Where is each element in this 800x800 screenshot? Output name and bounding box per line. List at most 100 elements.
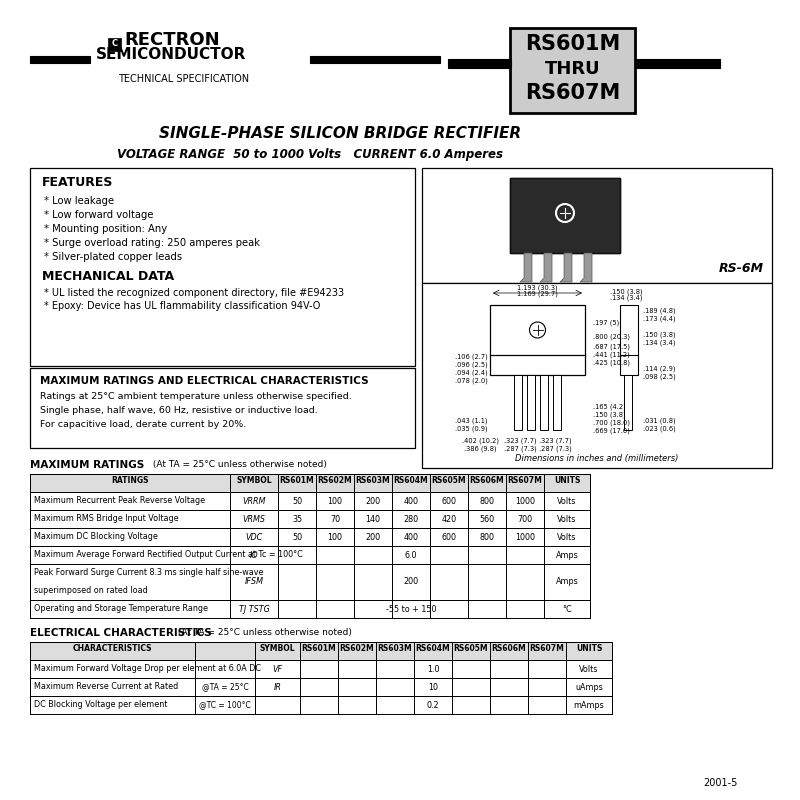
Bar	[30, 546, 590, 564]
Text: MAXIMUM RATINGS: MAXIMUM RATINGS	[30, 460, 144, 470]
Bar	[527, 375, 535, 430]
Polygon shape	[560, 253, 572, 282]
Text: * Surge overload rating: 250 amperes peak: * Surge overload rating: 250 amperes pea…	[44, 238, 260, 248]
Text: 10: 10	[428, 682, 438, 691]
Bar	[30, 660, 612, 678]
Text: .173 (4.4): .173 (4.4)	[643, 315, 676, 322]
Text: 700: 700	[518, 514, 533, 523]
Text: Maximum Recurrent Peak Reverse Voltage: Maximum Recurrent Peak Reverse Voltage	[34, 496, 205, 505]
Text: TECHNICAL SPECIFICATION: TECHNICAL SPECIFICATION	[118, 74, 249, 84]
Text: 6.0: 6.0	[405, 550, 418, 559]
Text: .800 (20.3): .800 (20.3)	[593, 333, 630, 339]
Bar	[510, 28, 635, 113]
Text: 140: 140	[366, 514, 381, 523]
Bar	[510, 178, 620, 253]
Text: .687 (17.5): .687 (17.5)	[593, 343, 630, 350]
Polygon shape	[510, 178, 525, 193]
Text: Single phase, half wave, 60 Hz, resistive or inductive load.: Single phase, half wave, 60 Hz, resistiv…	[40, 406, 318, 415]
Text: -55 to + 150: -55 to + 150	[386, 605, 436, 614]
Text: C: C	[111, 39, 118, 48]
Text: .078 (2.0): .078 (2.0)	[455, 377, 488, 383]
Text: Volts: Volts	[558, 514, 577, 523]
Text: .098 (2.5): .098 (2.5)	[643, 373, 676, 379]
Text: .287 (7.3): .287 (7.3)	[504, 445, 536, 451]
Text: .425 (10.8): .425 (10.8)	[593, 360, 630, 366]
Text: ELECTRICAL CHARACTERISTICS: ELECTRICAL CHARACTERISTICS	[30, 628, 212, 638]
Text: .150 (3.8): .150 (3.8)	[593, 411, 626, 418]
Text: 1.0: 1.0	[426, 665, 439, 674]
Text: .669 (17.0): .669 (17.0)	[593, 427, 630, 434]
Text: RS606M: RS606M	[470, 476, 504, 485]
Text: .700 (18.0): .700 (18.0)	[593, 419, 630, 426]
Text: RS601M: RS601M	[302, 644, 336, 653]
Text: RATINGS: RATINGS	[111, 476, 149, 485]
Text: RS605M: RS605M	[454, 644, 488, 653]
Bar	[553, 375, 561, 430]
Text: RS601M: RS601M	[280, 476, 314, 485]
Text: RS604M: RS604M	[416, 644, 450, 653]
Text: DC Blocking Voltage per element: DC Blocking Voltage per element	[34, 700, 167, 709]
Text: RS601M: RS601M	[525, 34, 620, 54]
Text: RECTRON: RECTRON	[124, 31, 220, 49]
Text: MAXIMUM RATINGS AND ELECTRICAL CHARACTERISTICS: MAXIMUM RATINGS AND ELECTRICAL CHARACTER…	[40, 376, 369, 386]
Polygon shape	[520, 253, 532, 282]
Text: .134 (3.4): .134 (3.4)	[610, 294, 642, 301]
Text: .043 (1.1): .043 (1.1)	[455, 418, 487, 425]
Text: (At TA = 25°C unless otherwise noted): (At TA = 25°C unless otherwise noted)	[150, 460, 327, 469]
Bar	[30, 600, 590, 618]
Text: .096 (2.5): .096 (2.5)	[455, 361, 488, 367]
Text: .031 (0.8): .031 (0.8)	[643, 418, 676, 425]
Text: .402 (10.2): .402 (10.2)	[462, 437, 498, 443]
Text: IO: IO	[250, 550, 258, 559]
Text: VRRM: VRRM	[242, 497, 266, 506]
Text: @TA = 25°C: @TA = 25°C	[202, 682, 248, 691]
Text: .023 (0.6): .023 (0.6)	[643, 426, 676, 433]
Text: .386 (9.8): .386 (9.8)	[464, 445, 496, 451]
Bar	[624, 375, 632, 430]
Text: IFSM: IFSM	[245, 578, 263, 586]
Text: RS602M: RS602M	[340, 644, 374, 653]
Bar	[310, 56, 440, 63]
Text: Amps: Amps	[556, 578, 578, 586]
Bar	[30, 678, 612, 696]
Bar	[635, 59, 720, 68]
Text: 1.169 (29.7): 1.169 (29.7)	[517, 290, 558, 297]
Text: RS605M: RS605M	[432, 476, 466, 485]
Text: .134 (3.4): .134 (3.4)	[643, 339, 675, 346]
Text: RS607M: RS607M	[530, 644, 565, 653]
Text: °C: °C	[562, 605, 572, 614]
Text: 200: 200	[366, 533, 381, 542]
Text: @TC = 100°C: @TC = 100°C	[199, 701, 251, 710]
Circle shape	[530, 322, 546, 338]
Polygon shape	[580, 253, 592, 282]
Text: 800: 800	[479, 533, 494, 542]
Bar	[30, 492, 590, 510]
Bar	[30, 56, 90, 63]
Text: RS603M: RS603M	[378, 644, 412, 653]
Text: .114 (2.9): .114 (2.9)	[643, 365, 675, 371]
Text: 600: 600	[442, 533, 457, 542]
Text: 420: 420	[442, 514, 457, 523]
Bar	[510, 178, 620, 253]
Text: Amps: Amps	[556, 550, 578, 559]
Text: superimposed on rated load: superimposed on rated load	[34, 586, 148, 595]
Text: uAmps: uAmps	[575, 682, 603, 691]
Text: (At TA = 25°C unless otherwise noted): (At TA = 25°C unless otherwise noted)	[175, 628, 352, 637]
Text: VF: VF	[273, 665, 282, 674]
Text: 50: 50	[292, 533, 302, 542]
Text: 100: 100	[327, 533, 342, 542]
Text: .035 (0.9): .035 (0.9)	[455, 426, 488, 433]
Text: Ratings at 25°C ambient temperature unless otherwise specified.: Ratings at 25°C ambient temperature unle…	[40, 392, 352, 401]
Text: SYMBOL: SYMBOL	[236, 476, 272, 485]
Text: FEATURES: FEATURES	[42, 176, 114, 189]
Text: .441 (11.2): .441 (11.2)	[593, 352, 630, 358]
Polygon shape	[605, 178, 620, 193]
Text: 560: 560	[479, 514, 494, 523]
Bar	[540, 375, 548, 430]
Text: 2001-5: 2001-5	[703, 778, 737, 788]
Bar	[30, 474, 590, 492]
Text: SINGLE-PHASE SILICON BRIDGE RECTIFIER: SINGLE-PHASE SILICON BRIDGE RECTIFIER	[159, 126, 521, 141]
Text: Volts: Volts	[558, 533, 577, 542]
Text: Maximum Forward Voltage Drop per element at 6.0A DC: Maximum Forward Voltage Drop per element…	[34, 664, 261, 673]
Bar	[620, 305, 638, 375]
